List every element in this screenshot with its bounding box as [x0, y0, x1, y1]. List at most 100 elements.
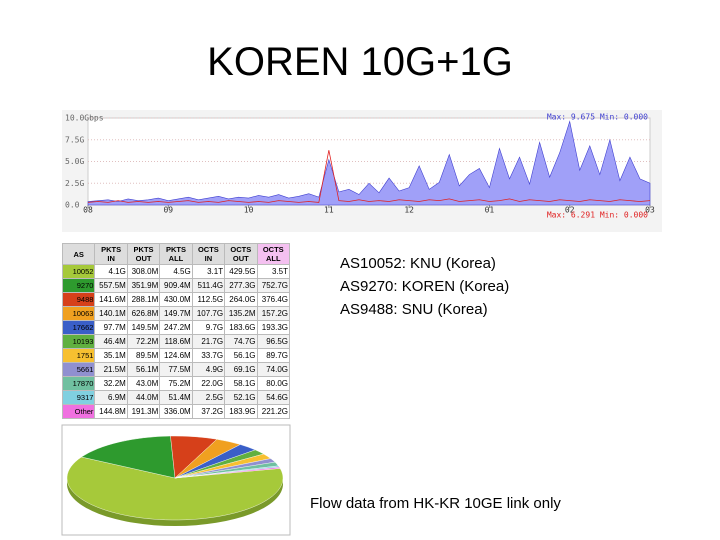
traffic-area [87, 120, 651, 206]
table-cell: 141.6M [94, 292, 128, 307]
table-cell: 124.6M [159, 348, 193, 363]
y-tick-label: 0.0 [65, 201, 80, 210]
column-header: PKTS IN [94, 243, 128, 265]
footer-note: Flow data from HK-KR 10GE link only [310, 495, 561, 512]
as-cell: 9270 [61, 278, 96, 293]
x-tick-label: 09 [163, 206, 173, 215]
table-row: Other 144.8M 191.3M 336.0M 37.2G 183.9G 221.2G [61, 404, 291, 419]
table-cell: 44.0M [126, 390, 161, 405]
table-cell: 69.1G [224, 362, 258, 377]
x-tick-label: 01 [485, 206, 495, 215]
x-tick-label: 03 [645, 206, 655, 215]
as-cell: 10063 [61, 306, 96, 321]
table-cell: 4.1G [94, 264, 128, 279]
table-cell: 277.3G [224, 278, 258, 293]
y-tick-label: 7.5G [65, 135, 84, 144]
table-cell: 89.5M [126, 348, 161, 363]
note: AS10052: KNU (Korea) [340, 255, 496, 272]
x-tick-label: 10 [244, 206, 254, 215]
table-cell: 3.5T [256, 264, 291, 279]
column-header: OCTS OUT [224, 243, 258, 265]
table-cell: 511.4G [191, 278, 226, 293]
table-cell: 46.4M [94, 334, 128, 349]
table-cell: 157.2G [256, 306, 291, 321]
table-cell: 74.0G [256, 362, 291, 377]
table-row: 17662 97.7M 149.5M 247.2M 9.7G 183.6G 193.3G [61, 320, 291, 335]
table-cell: 9.7G [191, 320, 226, 335]
table-row: 10063 140.1M 626.8M 149.7M 107.7G 135.2M 157.2… [61, 306, 291, 321]
as-cell: 10052 [61, 264, 96, 279]
table-cell: 21.5M [94, 362, 128, 377]
table-cell: 77.5M [159, 362, 193, 377]
table-cell: 149.5M [126, 320, 161, 335]
table-cell: 58.1G [224, 376, 258, 391]
table-cell: 107.7G [191, 306, 226, 321]
column-header: PKTS OUT [126, 243, 161, 265]
pie-slice [80, 435, 176, 479]
as-cell: 10193 [61, 334, 96, 349]
legend-entry: Max: 9.675 Min: 0.000 [547, 113, 648, 122]
as-cell: Other [61, 404, 96, 419]
table-cell: 193.3G [256, 320, 291, 335]
note: AS9270: KOREN (Korea) [340, 278, 510, 295]
table-cell: 43.0M [126, 376, 161, 391]
table-cell: 288.1M [126, 292, 161, 307]
x-tick-label: 02 [565, 206, 575, 215]
table-cell: 429.5G [224, 264, 258, 279]
table-cell: 909.4M [159, 278, 193, 293]
as-cell: 17662 [61, 320, 96, 335]
as-cell: 1751 [61, 348, 96, 363]
table-cell: 32.2M [94, 376, 128, 391]
table-cell: 97.7M [94, 320, 128, 335]
column-header: PKTS ALL [159, 243, 193, 265]
table-cell: 3.1T [191, 264, 226, 279]
table-cell: 183.6G [224, 320, 258, 335]
table-cell: 247.2M [159, 320, 193, 335]
as-cell: 5661 [61, 362, 96, 377]
table-cell: 54.6G [256, 390, 291, 405]
table-row: 5661 21.5M 56.1M 77.5M 4.9G 69.1G 74.0G [61, 362, 291, 377]
table-cell: 80.0G [256, 376, 291, 391]
table-cell: 351.9M [126, 278, 161, 293]
table-row: 1751 35.1M 89.5M 124.6M 33.7G 56.1G 89.7G [61, 348, 291, 363]
table-cell: 183.9G [224, 404, 258, 419]
table-cell: 89.7G [256, 348, 291, 363]
as-cell: 17870 [61, 376, 96, 391]
table-cell: 96.5G [256, 334, 291, 349]
table-cell: 56.1G [224, 348, 258, 363]
table-cell: 75.2M [159, 376, 193, 391]
table-cell: 37.2G [191, 404, 226, 419]
legend-entry: Max: 6.291 Min: 0.000 [547, 211, 648, 220]
table-cell: 144.8M [94, 404, 128, 419]
slide-title: KOREN 10G+1G [207, 40, 513, 84]
table-row: 10052 4.1G 308.0M 4.5G 3.1T 429.5G 3.5T [61, 264, 291, 279]
table-cell: 626.8M [126, 306, 161, 321]
column-header: OCTS ALL [256, 243, 291, 265]
as-table: AS PKTS IN PKTS OUT PKTS ALL OCTS IN OCTS OUT… [61, 243, 291, 419]
table-cell: 72.2M [126, 334, 161, 349]
table-cell: 21.7G [191, 334, 226, 349]
table-cell: 74.7G [224, 334, 258, 349]
table-cell: 140.1M [94, 306, 128, 321]
table-row: 10193 46.4M 72.2M 118.6M 21.7G 74.7G 96.5G [61, 334, 291, 349]
table-row: 9488 141.6M 288.1M 430.0M 112.5G 264.0G 376.4G [61, 292, 291, 307]
table-cell: 430.0M [159, 292, 193, 307]
y-tick-label: 5.0G [65, 157, 84, 166]
notes: AS10052: KNU (Korea) AS9270: KOREN (Kore… [340, 252, 509, 321]
table-cell: 221.2G [256, 404, 291, 419]
table-cell: 191.3M [126, 404, 161, 419]
table-cell: 336.0M [159, 404, 193, 419]
traffic-line [87, 150, 651, 203]
table-cell: 557.5M [94, 278, 128, 293]
table-cell: 4.5G [159, 264, 193, 279]
column-header: AS [61, 243, 96, 265]
table-cell: 4.9G [191, 362, 226, 377]
table-cell: 752.7G [256, 278, 291, 293]
table-cell: 112.5G [191, 292, 226, 307]
x-tick-label: 11 [324, 206, 334, 215]
table-cell: 376.4G [256, 292, 291, 307]
table-cell: 35.1M [94, 348, 128, 363]
x-tick-label: 12 [404, 206, 414, 215]
